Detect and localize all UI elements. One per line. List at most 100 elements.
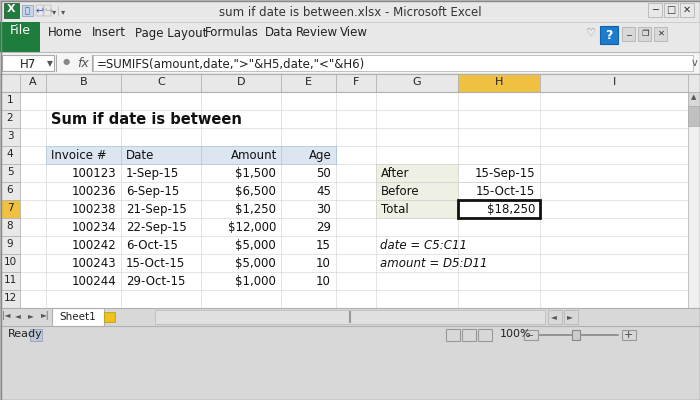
Text: □: □: [666, 5, 676, 15]
Bar: [376, 74, 458, 92]
Bar: [458, 74, 540, 92]
Text: 15-Oct-15: 15-Oct-15: [476, 185, 535, 198]
Text: $5,000: $5,000: [235, 257, 276, 270]
Text: View: View: [340, 26, 368, 40]
Bar: [0, 272, 20, 290]
Text: 12: 12: [4, 293, 17, 303]
Text: ❐: ❐: [641, 29, 648, 38]
Text: amount = D5:D11: amount = D5:D11: [380, 257, 487, 270]
Text: C: C: [157, 77, 165, 87]
Text: 6-Oct-15: 6-Oct-15: [126, 239, 178, 252]
Bar: [0, 22, 700, 52]
Text: 6-Sep-15: 6-Sep-15: [126, 185, 179, 198]
Bar: [654, 27, 667, 41]
Text: 29: 29: [316, 221, 331, 234]
Bar: [281, 74, 336, 92]
Text: 21-Sep-15: 21-Sep-15: [126, 203, 187, 216]
Bar: [458, 182, 540, 200]
Text: ─: ─: [652, 5, 658, 15]
Bar: [564, 310, 578, 324]
Text: Date: Date: [126, 149, 155, 162]
Bar: [0, 146, 20, 164]
Bar: [376, 200, 458, 218]
Text: 15: 15: [316, 239, 331, 252]
Text: Formulas: Formulas: [205, 26, 259, 40]
Bar: [57, 55, 87, 71]
Bar: [0, 52, 700, 74]
Text: 3: 3: [7, 131, 13, 141]
Text: 1-Sep-15: 1-Sep-15: [126, 167, 179, 180]
Text: Review: Review: [296, 26, 338, 40]
Bar: [688, 106, 700, 126]
Bar: [638, 27, 651, 41]
Text: File: File: [10, 24, 31, 38]
Bar: [0, 182, 20, 200]
Text: ◄: ◄: [15, 311, 21, 320]
Text: 30: 30: [316, 203, 331, 216]
Bar: [548, 310, 562, 324]
Bar: [0, 128, 20, 146]
Text: $18,250: $18,250: [486, 203, 535, 216]
Text: date = C5:C11: date = C5:C11: [380, 239, 467, 252]
Text: 50: 50: [316, 167, 331, 180]
Text: Before: Before: [381, 185, 419, 198]
Text: X: X: [7, 4, 16, 14]
Text: $5,000: $5,000: [235, 239, 276, 252]
Bar: [2, 55, 54, 71]
Bar: [30, 329, 42, 341]
Text: D: D: [237, 77, 245, 87]
Text: ▾: ▾: [61, 7, 65, 16]
Bar: [664, 3, 678, 17]
Text: 6: 6: [7, 185, 13, 195]
Text: 10: 10: [316, 275, 331, 288]
Bar: [0, 164, 20, 182]
Bar: [0, 218, 20, 236]
Text: 100244: 100244: [71, 275, 116, 288]
Bar: [104, 312, 115, 322]
Text: 11: 11: [4, 275, 17, 285]
Text: 100234: 100234: [71, 221, 116, 234]
Text: 100238: 100238: [71, 203, 116, 216]
Text: E: E: [305, 77, 312, 87]
Bar: [46, 74, 121, 92]
Text: A: A: [29, 77, 37, 87]
Text: 9: 9: [7, 239, 13, 249]
Text: $12,000: $12,000: [228, 221, 276, 234]
Text: After: After: [381, 167, 409, 180]
Text: fx: fx: [77, 57, 89, 70]
Bar: [44, 5, 51, 16]
Text: ►: ►: [567, 312, 573, 321]
Text: Invoice #: Invoice #: [51, 149, 106, 162]
Text: $6,500: $6,500: [235, 185, 276, 198]
Text: 100243: 100243: [71, 257, 116, 270]
Bar: [446, 329, 460, 341]
Bar: [336, 74, 376, 92]
Bar: [540, 74, 688, 92]
Text: $1,500: $1,500: [235, 167, 276, 180]
Bar: [0, 200, 20, 218]
Text: 5: 5: [7, 167, 13, 177]
Text: Data: Data: [265, 26, 293, 40]
Bar: [622, 27, 635, 41]
Bar: [688, 92, 700, 308]
Bar: [201, 74, 281, 92]
Bar: [524, 330, 538, 340]
Bar: [0, 74, 20, 92]
Bar: [622, 330, 636, 340]
Text: 15-Sep-15: 15-Sep-15: [475, 167, 535, 180]
Text: Page Layout: Page Layout: [135, 26, 207, 40]
Bar: [4, 3, 19, 18]
Bar: [0, 74, 700, 92]
Bar: [52, 308, 104, 326]
Bar: [458, 200, 540, 218]
Text: Ready: Ready: [8, 329, 43, 339]
Text: ►: ►: [28, 311, 34, 320]
Text: Home: Home: [48, 26, 83, 40]
Text: ▲: ▲: [692, 94, 696, 100]
Text: 2: 2: [7, 113, 13, 123]
Bar: [572, 330, 580, 340]
Text: |◄: |◄: [2, 311, 10, 320]
Text: B: B: [80, 77, 88, 87]
Bar: [0, 0, 700, 22]
Text: $18,250: $18,250: [486, 203, 535, 216]
